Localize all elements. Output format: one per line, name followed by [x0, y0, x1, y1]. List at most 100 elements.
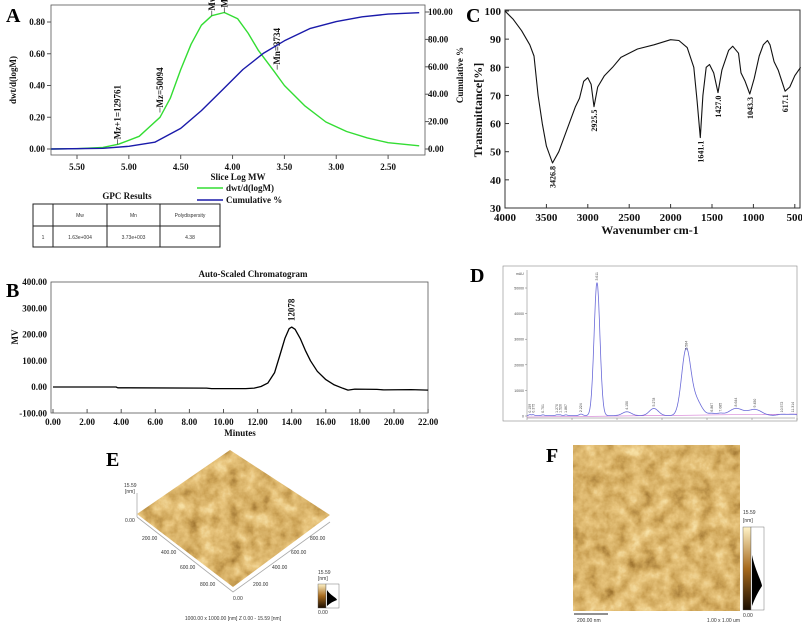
- peak-label: 1.520: [558, 404, 562, 413]
- peak-label: 12078: [287, 298, 297, 321]
- peak-label: 10.572: [780, 402, 784, 413]
- chromatogram-line: [53, 326, 429, 391]
- panel-label-d: D: [470, 265, 484, 287]
- table-cell: 1.63e+004: [68, 235, 92, 241]
- afm-e-right-tick: 800.00: [310, 536, 326, 542]
- afm-f-colorbar: [742, 526, 752, 611]
- x-tick-label: 14.00: [282, 417, 303, 427]
- table-header: Mn: [130, 213, 137, 219]
- panel-label-a: A: [6, 5, 21, 27]
- y-axis-label: MV: [10, 329, 20, 344]
- y-unit-label: mAU: [516, 272, 524, 276]
- x-axis-label: Wavenumber cm-1: [601, 223, 698, 237]
- annotation-label: Mn=3734: [272, 27, 282, 64]
- peak-label: 1641.1: [696, 141, 705, 163]
- x-tick-label: 5.50: [69, 162, 85, 172]
- table-title: GPC Results: [102, 191, 152, 201]
- peak-label: 8.644: [734, 398, 738, 407]
- y-tick-label: 0.80: [29, 17, 45, 27]
- plot-frame: [50, 281, 429, 414]
- y2-tick-label: 40.00: [428, 89, 449, 99]
- afm-f-bar-max: 15.59: [743, 510, 756, 516]
- y-tick-label: 0.00: [29, 144, 45, 154]
- afm-e-caption: 1000.00 x 1000.00 [nm] Z 0.00 - 15.59 [n…: [185, 616, 282, 622]
- x-tick-label: 0.00: [45, 417, 61, 427]
- peak-label: 3.611: [595, 272, 599, 281]
- chart-b-chromatogram: Auto-Scaled Chromatogram 0.00 2.00 4.00 6.00…: [10, 269, 439, 438]
- chart-d-hplc: mAU 0 10000 20000 30000 40000 50000 0.159 0.375 0…: [502, 265, 798, 422]
- peak-label: 3426.8: [548, 166, 557, 188]
- peak-label: 1043.3: [746, 97, 755, 119]
- y-tick-label: 200.00: [22, 330, 47, 340]
- afm-3d-surface: [137, 450, 330, 587]
- table-cell: 4.38: [185, 235, 195, 241]
- afm-f-size: 1.00 x 1.00 um: [707, 618, 740, 624]
- x-tick-label: 3.50: [277, 162, 293, 172]
- x-tick-label: 20.00: [384, 417, 405, 427]
- x-tick-label: 3500: [535, 212, 558, 224]
- afm-2d-surface: [573, 445, 740, 611]
- chart-title: Auto-Scaled Chromatogram: [198, 269, 308, 279]
- y2-tick-label: 20.00: [428, 117, 449, 127]
- legend-label: Cumulative %: [226, 195, 282, 205]
- table-cell: 1: [42, 235, 45, 241]
- table-header: Polydispersity: [175, 213, 206, 219]
- afm-e-bar-unit: [nm]: [318, 576, 328, 582]
- x-tick-label: 2.00: [79, 417, 95, 427]
- legend-label: dwt/d(logM): [226, 183, 274, 193]
- peak-label: 1427.0: [714, 96, 723, 118]
- plot-frame: [50, 4, 426, 156]
- x-tick-label: 3000: [577, 212, 600, 224]
- y-tick-label: 80: [490, 62, 502, 74]
- peak-label: 2925.5: [590, 110, 599, 132]
- afm-2d-image-f: 15.59 [nm] 0.00 200.00 nm 1.00 x 1.00 um: [573, 445, 765, 624]
- hplc-signal-line: [526, 282, 798, 417]
- x-tick-label: 22.00: [418, 417, 439, 427]
- afm-f-histogram: [752, 555, 762, 606]
- afm-e-left-tick: 200.00: [142, 536, 158, 542]
- y-tick-label: 70: [490, 90, 502, 102]
- y-tick-label: 0.00: [31, 382, 47, 392]
- x-tick-label: 2500: [618, 212, 641, 224]
- y2-tick-label: 100.00: [428, 7, 453, 17]
- y-tick-label: 40: [490, 175, 502, 187]
- y2-tick-label: 60.00: [428, 62, 449, 72]
- y-tick-label: 0.40: [29, 81, 45, 91]
- ftir-spectrum-line: [504, 10, 802, 164]
- x-axis-label: Minutes: [224, 428, 256, 438]
- y-tick-label: 300.00: [22, 303, 47, 313]
- y-tick-label: 10000: [514, 389, 524, 393]
- table-header: Mw: [76, 213, 84, 219]
- annotation-label: Mw=16347: [207, 0, 217, 11]
- y-tick-label: 30: [490, 203, 502, 215]
- x-tick-label: 2000: [660, 212, 683, 224]
- x-tick-label: 1500: [701, 212, 724, 224]
- afm-e-right-tick: 200.00: [253, 582, 269, 588]
- y-tick-label: 100: [485, 6, 502, 18]
- afm-e-right-tick: 600.00: [291, 550, 307, 556]
- afm-e-zmax: 15.59: [124, 483, 137, 489]
- y-tick-label: 0.60: [29, 49, 45, 59]
- series-line-dwt: [51, 11, 420, 150]
- afm-3d-image-e: 15.59 [nm] 0.00 200.00 400.00 600.00 800…: [124, 450, 340, 622]
- peak-label: 617.1: [781, 94, 790, 112]
- afm-f-scale-label: 200.00 nm: [577, 618, 601, 624]
- afm-f-bar-min: 0.00: [743, 613, 753, 619]
- table-cell: 3.73e+003: [122, 235, 146, 241]
- y-axis-label: dwt/d(logM): [8, 56, 18, 104]
- chart-a-gpc: 5.50 5.00 4.50 4.00 3.50 3.00 2.50 0.00 0.20 0.40…: [8, 0, 465, 248]
- peak-label: 0.375: [531, 404, 535, 413]
- afm-3d-axes: [136, 516, 331, 593]
- peak-label: 6.867: [710, 403, 714, 412]
- x-tick-label: 4.00: [113, 417, 129, 427]
- plot-frame: [504, 9, 801, 209]
- peak-label: 11.314: [791, 402, 795, 412]
- afm-e-origin: 0.00: [125, 518, 135, 524]
- x-tick-label: 3.00: [328, 162, 344, 172]
- afm-e-bar-max: 15.59: [318, 570, 331, 576]
- afm-e-bar-min: 0.00: [318, 610, 328, 616]
- panel-label-c: C: [466, 5, 480, 27]
- afm-e-bottom-origin: 0.00: [233, 596, 243, 602]
- panel-label-b: B: [6, 280, 19, 302]
